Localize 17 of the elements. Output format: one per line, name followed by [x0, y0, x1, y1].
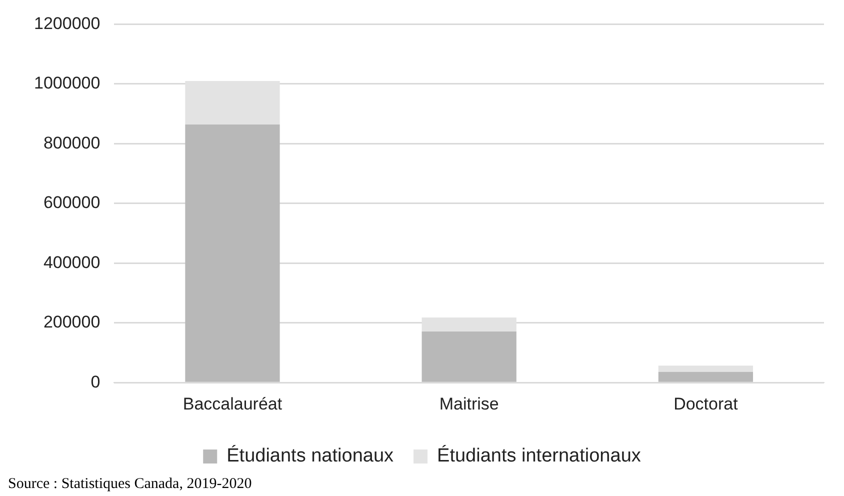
y-tick-label: 1200000: [34, 14, 100, 33]
y-tick-label: 200000: [43, 312, 100, 332]
legend-label: Étudiants internationaux: [437, 444, 642, 467]
x-tick-label: Doctorat: [674, 394, 738, 414]
y-tick-label: 400000: [43, 252, 100, 272]
x-tick-label: Maitrise: [439, 394, 499, 414]
y-tick-label: 800000: [43, 133, 100, 152]
bar: [422, 332, 516, 382]
bar: [658, 372, 754, 382]
y-tick-label: 600000: [43, 193, 100, 212]
source-note: Source : Statistiques Canada, 2019-2020: [8, 476, 252, 493]
y-tick-label: 1000000: [34, 74, 100, 93]
y-tick-label: 0: [90, 372, 100, 392]
x-tick-label: Baccalauréat: [182, 394, 282, 414]
legend-label: Étudiants nationaux: [226, 444, 394, 467]
bar: [185, 124, 280, 382]
bar: [658, 366, 754, 372]
